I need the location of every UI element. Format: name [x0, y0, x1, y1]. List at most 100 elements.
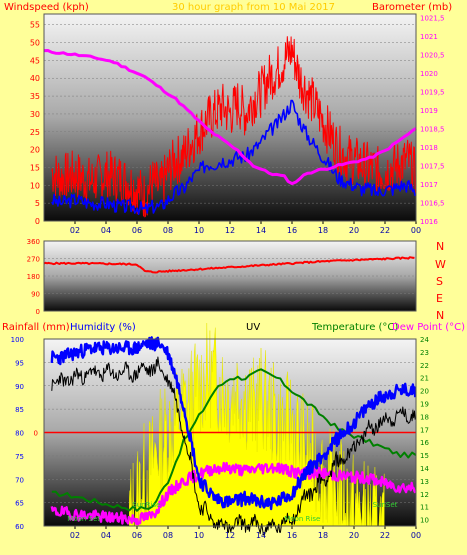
direction-tick-label: 90: [31, 291, 40, 299]
temperature-tick-label: 23: [420, 349, 429, 357]
wind-x-tick-label: 16: [287, 226, 297, 235]
temperature-tick-label: 16: [420, 439, 429, 447]
uv-axis-label: UV: [246, 322, 260, 333]
wind-gust-line: [51, 36, 417, 218]
dewpoint-axis-label: Dew Point (°C): [392, 322, 465, 333]
barometer-tick-label: 1017: [420, 181, 438, 189]
wind-x-tick-label: 22: [380, 226, 390, 235]
direction-tick-label: 360: [27, 238, 40, 246]
panel-border: [43, 240, 417, 312]
barometer-tick-label: 1021: [420, 33, 438, 41]
barometer-tick-label: 1018,5: [420, 126, 445, 134]
temperature-tick-label: 15: [420, 452, 429, 460]
temperature-tick-label: 14: [420, 465, 429, 473]
lower-x-tick-label: 20: [349, 531, 359, 540]
direction-tick-label: 180: [27, 273, 40, 281]
wind-tick-label: 30: [30, 110, 40, 119]
event-annotation: Moon Rise: [284, 515, 320, 523]
temperature-axis-label: Temperature (°C): [311, 322, 398, 333]
panel-border: [43, 338, 417, 527]
humidity-tick-label: 85: [15, 406, 24, 414]
temperature-tick-label: 12: [420, 491, 429, 499]
temperature-tick-label: 21: [420, 375, 429, 383]
direction-tick-label: 270: [27, 256, 40, 264]
event-annotation: SunSet: [373, 501, 398, 509]
humidity-tick-label: 70: [15, 476, 24, 484]
lower-x-tick-label: 10: [194, 531, 204, 540]
wind-tick-label: 55: [30, 21, 40, 30]
wind-x-tick-label: 02: [70, 226, 80, 235]
humidity-tick-label: 90: [15, 383, 24, 391]
uv-index-line: [51, 356, 416, 536]
humidity-tick-label: 100: [11, 336, 24, 344]
temperature-line: [51, 368, 417, 512]
temperature-tick-label: 17: [420, 426, 429, 434]
wind-x-tick-label: 04: [101, 226, 111, 235]
series-layer: [43, 36, 417, 536]
temperature-tick-label: 13: [420, 478, 429, 486]
lower-x-tick-label: 04: [101, 531, 111, 540]
wind-tick-label: 0: [35, 217, 40, 226]
barometer-tick-label: 1021,5: [420, 15, 445, 23]
humidity-tick-label: 95: [15, 359, 24, 367]
wind-tick-label: 45: [30, 56, 40, 65]
barometer-tick-label: 1017,5: [420, 163, 445, 171]
temperature-tick-label: 20: [420, 388, 429, 396]
wind-x-tick-label: 18: [318, 226, 328, 235]
temperature-tick-label: 11: [420, 504, 429, 512]
humidity-tick-label: 75: [15, 453, 24, 461]
wind-x-tick-label: 00: [411, 226, 421, 235]
chart-title: 30 hour graph from 10 Mai 2017: [172, 2, 335, 13]
barometer-tick-label: 1020,5: [420, 52, 445, 60]
lower-x-tick-label: 14: [256, 531, 266, 540]
wind-x-tick-label: 14: [256, 226, 266, 235]
humidity-line: [50, 336, 417, 511]
wind-x-tick-label: 12: [225, 226, 235, 235]
compass-s: S: [436, 275, 443, 288]
event-annotation: SunRise: [132, 501, 160, 509]
wind-tick-label: 40: [30, 74, 40, 83]
wind-tick-label: 10: [30, 181, 40, 190]
barometer-axis-label: Barometer (mb): [372, 2, 452, 13]
rainfall-axis-label: Rainfall (mm): [2, 322, 70, 333]
compass-w: W: [435, 258, 446, 271]
wind-tick-label: 35: [30, 92, 40, 101]
lower-x-tick-label: 02: [70, 531, 80, 540]
rainfall-zero-label: 0: [34, 430, 38, 438]
humidity-axis-label: Humidity (%): [70, 322, 136, 333]
wind-axis-label: Windspeed (kph): [4, 2, 89, 13]
wind-tick-label: 25: [30, 128, 40, 137]
temperature-tick-label: 22: [420, 362, 429, 370]
temperature-tick-label: 10: [420, 517, 429, 525]
wind-x-tick-label: 08: [163, 226, 173, 235]
barometer-line: [43, 49, 417, 186]
temperature-tick-label: 24: [420, 336, 429, 344]
lower-x-tick-label: 16: [287, 531, 297, 540]
lower-x-tick-label: 18: [318, 531, 328, 540]
humidity-tick-label: 80: [15, 430, 24, 438]
barometer-tick-label: 1020: [420, 70, 438, 78]
wind-tick-label: 5: [35, 199, 40, 208]
direction-tick-label: 0: [36, 308, 40, 316]
wind-tick-label: 15: [30, 163, 40, 172]
dewpoint-line: [50, 461, 417, 526]
compass-n-top: N: [436, 240, 444, 253]
wind-x-tick-label: 06: [132, 226, 142, 235]
temperature-tick-label: 19: [420, 400, 429, 408]
panel-border: [43, 13, 417, 222]
barometer-tick-label: 1019,5: [420, 89, 445, 97]
lower-x-tick-label: 00: [411, 531, 421, 540]
temperature-tick-label: 18: [420, 413, 429, 421]
humidity-tick-label: 65: [15, 500, 24, 508]
wind-average-line: [51, 99, 416, 215]
lower-x-tick-label: 06: [132, 531, 142, 540]
barometer-tick-label: 1016,5: [420, 200, 445, 208]
wind-direction-line: [43, 256, 415, 274]
lower-x-tick-label: 12: [225, 531, 235, 540]
event-annotation: Moon Set: [67, 515, 100, 523]
wind-x-tick-label: 20: [349, 226, 359, 235]
barometer-tick-label: 1016: [420, 218, 438, 226]
lower-x-tick-label: 08: [163, 531, 173, 540]
wind-x-tick-label: 10: [194, 226, 204, 235]
